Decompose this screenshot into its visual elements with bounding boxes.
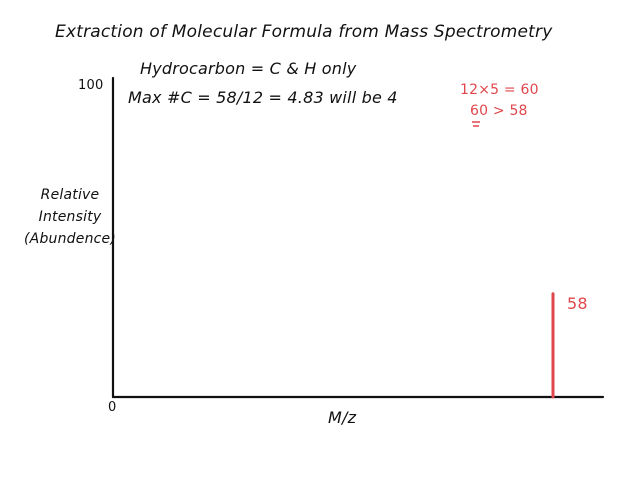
y-axis-label-line-1: Relative	[40, 187, 100, 203]
origin-label: 0	[108, 400, 117, 415]
y-axis-label: Relative Intensity (Abundence)	[24, 184, 116, 250]
hydrocarbon-note: Hydrocarbon = C & H only	[140, 59, 357, 78]
peak-label: 58	[567, 294, 588, 313]
y-axis-label-line-2: Intensity	[38, 209, 102, 225]
y-axis-label-line-3: (Abundence)	[24, 231, 117, 247]
calc-line-1: 12×5 = 60	[460, 82, 539, 98]
max-carbon-note: Max #C = 58/12 = 4.83 will be 4	[128, 88, 398, 107]
y-axis-max-label: 100	[78, 78, 104, 93]
calc-line-2: 60 > 58	[470, 103, 528, 119]
x-axis-label: M/z	[328, 408, 357, 427]
page-title: Extraction of Molecular Formula from Mas…	[55, 22, 553, 42]
